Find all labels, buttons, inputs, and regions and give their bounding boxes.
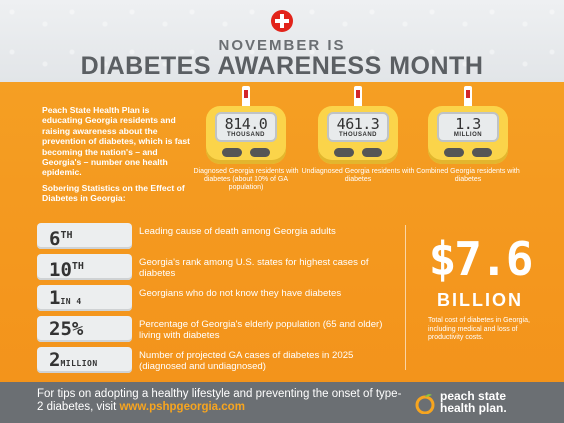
meter-number: 1.3 bbox=[455, 115, 481, 133]
meter-body: 814.0 THOUSAND bbox=[206, 106, 286, 164]
meter-caption: Undiagnosed Georgia residents with diabe… bbox=[301, 168, 415, 183]
stat-value-box: 1IN 4 bbox=[37, 285, 132, 311]
stat-value-box: 10TH bbox=[37, 254, 132, 281]
right-arrow-icon bbox=[472, 148, 492, 157]
left-arrow-icon bbox=[444, 148, 464, 157]
meter-caption: Diagnosed Georgia residents with diabete… bbox=[193, 168, 299, 191]
stat-suffix: MILLION bbox=[60, 359, 98, 368]
stat-suffix: TH bbox=[71, 261, 84, 272]
website-link[interactable]: www.pshpgeorgia.com bbox=[119, 401, 245, 413]
stat-text: Leading cause of death among Georgia adu… bbox=[139, 226, 336, 237]
stat-suffix: IN 4 bbox=[60, 297, 82, 306]
intro-text: Peach State Health Plan is educating Geo… bbox=[42, 105, 191, 178]
title-small: NOVEMBER IS bbox=[218, 37, 346, 54]
logo-text: peach state health plan. bbox=[440, 390, 560, 414]
divider bbox=[405, 225, 406, 370]
test-strip-icon bbox=[242, 86, 250, 108]
meter-number: 461.3 bbox=[336, 115, 380, 133]
right-arrow-icon bbox=[250, 148, 270, 157]
page-title: DIABETES AWARENESS MONTH bbox=[80, 52, 484, 80]
left-arrow-icon bbox=[334, 148, 354, 157]
stat-value-box: 6TH bbox=[37, 223, 132, 250]
cost-amount: $7.6 bbox=[428, 232, 534, 286]
meter-body: 461.3 THOUSAND bbox=[318, 106, 398, 164]
tips-label: For tips on adopting a healthy lifestyle… bbox=[37, 388, 402, 413]
meter-screen: 814.0 THOUSAND bbox=[215, 112, 277, 142]
stat-value-box: 25% bbox=[37, 316, 132, 342]
stat-value: 10 bbox=[49, 259, 72, 281]
stat-value: 25% bbox=[49, 318, 84, 340]
cost-unit: BILLION bbox=[437, 290, 523, 310]
meter-screen: 461.3 THOUSAND bbox=[327, 112, 389, 142]
logo-line2: health plan. bbox=[440, 401, 507, 415]
meter-unit: THOUSAND bbox=[227, 132, 265, 138]
stat-value: 1 bbox=[49, 287, 61, 309]
test-strip-icon bbox=[464, 86, 472, 108]
meter-number: 814.0 bbox=[224, 115, 268, 133]
meter-unit: MILLION bbox=[453, 132, 483, 138]
stat-text: Number of projected GA cases of diabetes… bbox=[139, 350, 354, 372]
cost-note: Total cost of diabetes in Georgia, inclu… bbox=[428, 317, 530, 341]
footer-bar: For tips on adopting a healthy lifestyle… bbox=[0, 382, 564, 423]
stat-text: Georgia's rank among U.S. states for hig… bbox=[139, 257, 369, 279]
stat-text: Percentage of Georgia's elderly populati… bbox=[139, 319, 383, 341]
logo-line1: peach state bbox=[440, 389, 507, 403]
meter-body: 1.3 MILLION bbox=[428, 106, 508, 164]
stat-text: Georgians who do not know they have diab… bbox=[139, 288, 342, 299]
meter-caption: Combined Georgia residents with diabetes bbox=[416, 168, 520, 183]
stat-value-box: 2MILLION bbox=[37, 347, 132, 373]
stat-value: 2 bbox=[49, 349, 61, 371]
left-arrow-icon bbox=[222, 148, 242, 157]
stat-value: 6 bbox=[49, 228, 61, 250]
stat-suffix: TH bbox=[60, 230, 73, 241]
header-banner: NOVEMBER IS DIABETES AWARENESS MONTH bbox=[0, 0, 564, 82]
right-arrow-icon bbox=[362, 148, 382, 157]
meter-unit: THOUSAND bbox=[339, 132, 377, 138]
meter-screen: 1.3 MILLION bbox=[437, 112, 499, 142]
peach-logo-icon bbox=[415, 394, 435, 414]
tips-text: For tips on adopting a healthy lifestyle… bbox=[37, 388, 407, 414]
stats-heading: Sobering Statistics on the Effect of Dia… bbox=[42, 183, 185, 204]
test-strip-icon bbox=[354, 86, 362, 108]
medical-cross-icon bbox=[271, 10, 293, 32]
